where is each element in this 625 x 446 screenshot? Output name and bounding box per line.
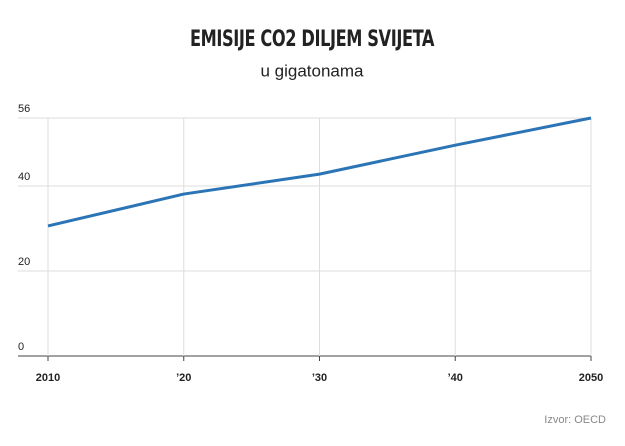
x-tick-label: ’20 bbox=[176, 372, 191, 384]
chart-subtitle: u gigatonama bbox=[260, 61, 364, 80]
x-tick-label: ’40 bbox=[448, 372, 463, 384]
line bbox=[47, 116, 592, 228]
y-tick-label: 56 bbox=[18, 103, 30, 115]
x-tick-label: ’30 bbox=[312, 372, 327, 384]
source: Izvor: OECD bbox=[544, 414, 606, 426]
y-tick-label: 0 bbox=[18, 341, 24, 353]
y-tick-label: 40 bbox=[18, 171, 30, 183]
x-tick-label: 2050 bbox=[579, 372, 603, 384]
y-tick-label: 20 bbox=[18, 256, 30, 268]
x-tick-label: 2010 bbox=[36, 372, 60, 384]
chart-title: EMISIJE CO2 DILJEM SVIJETA bbox=[190, 25, 434, 51]
